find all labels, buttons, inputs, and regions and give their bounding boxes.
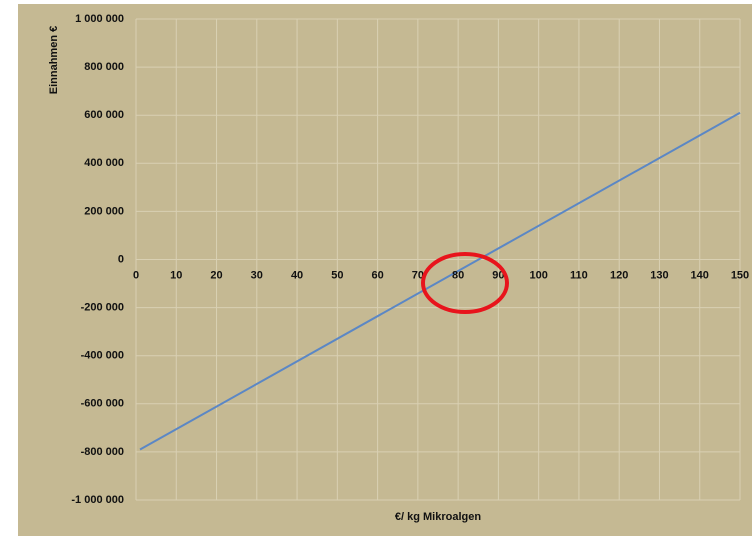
x-tick-label: 30 [251,269,263,281]
y-tick-label: 400 000 [84,157,124,169]
chart-background [18,4,752,536]
y-axis-label: Einnahmen € [48,26,60,94]
x-tick-label: 50 [331,269,343,281]
highlight-circle [421,252,509,314]
y-tick-label: 600 000 [84,109,124,121]
y-tick-label: -200 000 [81,302,124,314]
x-tick-label: 20 [210,269,222,281]
y-tick-label: -400 000 [81,350,124,362]
x-tick-label: 150 [731,269,749,281]
y-tick-label: -800 000 [81,446,124,458]
x-tick-label: 60 [371,269,383,281]
y-tick-label: -1 000 000 [71,494,124,506]
y-tick-label: 1 000 000 [75,13,124,25]
x-tick-label: 0 [133,269,139,281]
x-tick-label: 120 [610,269,628,281]
x-tick-label: 90 [492,269,504,281]
x-tick-label: 110 [570,269,588,281]
x-tick-label: 70 [412,269,424,281]
x-axis-label: €/ kg Mikroalgen [395,511,481,523]
x-tick-label: 10 [170,269,182,281]
x-tick-label: 80 [452,269,464,281]
x-tick-label: 130 [650,269,668,281]
line [139,111,741,451]
y-tick-label: 200 000 [84,205,124,217]
y-tick-label: 0 [118,253,124,265]
y-tick-label: 800 000 [84,61,124,73]
y-tick-label: -600 000 [81,398,124,410]
x-tick-label: 140 [691,269,709,281]
grid [135,18,741,501]
x-tick-label: 40 [291,269,303,281]
labels: -1 000 000 -800 000 -600 000 -400 000 -200 0… [71,13,749,506]
x-tick-label: 100 [529,269,547,281]
marks [139,111,741,451]
